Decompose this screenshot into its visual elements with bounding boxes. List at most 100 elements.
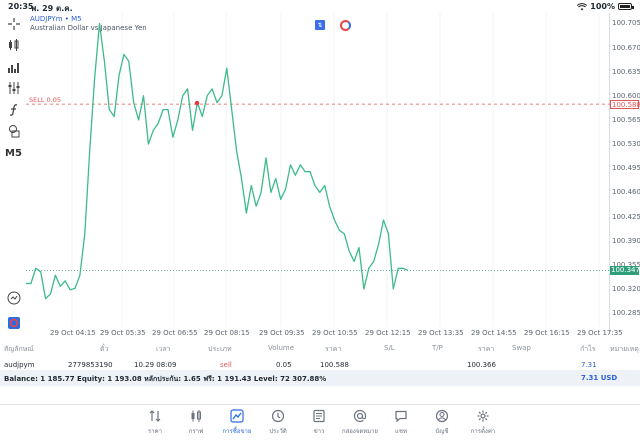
balance-summary: Balance: 1 185.77 Equity: 1 193.08 หลักป…: [4, 375, 327, 383]
nav-label: ข่าว: [313, 428, 325, 435]
nav-settings[interactable]: การตั้งค่า: [463, 409, 503, 436]
chart-icon: [191, 410, 201, 422]
price-axis: 100.705 100.670 100.635 100.600 100.565 100.5…: [610, 13, 640, 334]
nav-mailbox[interactable]: กล่องจดหมาย: [340, 409, 380, 436]
header-symbol[interactable]: สัญลักษณ์: [4, 345, 34, 353]
left-toolbar: M5: [0, 13, 26, 334]
chart-area[interactable]: SELL 0.05 AUDJPYm • M5 Australian Dollar…: [26, 13, 610, 334]
header-volume[interactable]: Volume: [268, 344, 295, 352]
table-header: สัญลักษณ์ ตั๋ว เวลา ประเภท Volume ราคา S…: [0, 340, 640, 357]
crosshair-icon[interactable]: [5, 16, 22, 32]
indicators-icon[interactable]: [5, 80, 22, 96]
function-icon[interactable]: [5, 102, 22, 118]
quick-sync-icon[interactable]: [340, 20, 351, 31]
nav-history[interactable]: ประวัติ: [258, 409, 298, 436]
header-current-price[interactable]: ราคา: [478, 345, 495, 353]
mailbox-icon: [353, 409, 367, 423]
sell-price-tag: 100.588: [610, 99, 640, 109]
price-tick-label: 100.355: [612, 260, 640, 269]
settings-icon: [477, 410, 489, 422]
header-tp[interactable]: T/P: [432, 344, 443, 352]
header-type[interactable]: ประเภท: [208, 345, 232, 353]
header-ticket[interactable]: ตั๋ว: [100, 345, 109, 353]
price-tick-label: 100.635: [612, 67, 640, 76]
time-tick-label: 29 Oct 17:35: [577, 329, 623, 337]
position-open-price: 100.588: [320, 361, 349, 369]
nav-label: แชท: [395, 428, 407, 435]
header-sl[interactable]: S/L: [384, 344, 395, 352]
nav-label: การซื้อขาย: [222, 428, 252, 435]
total-profit: 7.31 USD: [581, 374, 618, 382]
price-tick-label: 100.320: [612, 285, 640, 294]
nav-news[interactable]: ข่าว: [299, 409, 339, 436]
header-time[interactable]: เวลา: [156, 345, 171, 353]
price-tick-label: 100.285: [612, 309, 640, 318]
nav-label: กล่องจดหมาย: [341, 428, 379, 435]
trade-icon: [230, 409, 244, 423]
price-tick-label: 100.565: [612, 115, 640, 124]
position-volume: 0.05: [276, 361, 292, 369]
objects-icon[interactable]: [5, 123, 22, 139]
header-open-price[interactable]: ราคา: [325, 345, 342, 353]
header-comment[interactable]: หมายเหตุ: [610, 345, 639, 353]
position-current-price: 100.366: [467, 361, 496, 369]
news-icon: [313, 409, 325, 423]
time-tick-label: 29 Oct 13:35: [418, 329, 464, 337]
positions-table: สัญลักษณ์ ตั๋ว เวลา ประเภท Volume ราคา S…: [0, 340, 640, 374]
trade-entry-marker[interactable]: [194, 100, 200, 106]
status-date: พ. 29 ต.ค.: [31, 4, 73, 13]
status-time: 20:35: [8, 2, 34, 11]
time-axis: 29 Oct 04:15 29 Oct 05:35 29 Oct 06:55 29 O…: [26, 327, 623, 339]
account-summary: Balance: 1 185.77 Equity: 1 193.08 หลักป…: [0, 370, 640, 386]
status-right: 100%: [577, 2, 634, 11]
chart-type-icon[interactable]: [5, 37, 22, 53]
nav-chat[interactable]: แชท: [381, 409, 421, 436]
price-chart[interactable]: SELL 0.05: [26, 13, 610, 334]
bottom-navigation: ราคา กราฟ การซื้อขาย ประวัติ ข่าว กล่องจ…: [0, 404, 640, 447]
time-tick-label: 29 Oct 05:35: [100, 329, 146, 337]
time-tick-label: 29 Oct 10:55: [312, 329, 358, 337]
position-symbol: audjpym: [4, 361, 35, 369]
volume-bars-icon[interactable]: [5, 59, 22, 75]
price-tick-label: 100.425: [612, 212, 640, 221]
time-tick-label: 29 Oct 12:15: [365, 329, 411, 337]
position-profit: 7.31: [581, 361, 597, 369]
time-tick-label: 29 Oct 08:15: [204, 329, 250, 337]
one-click-trading-icon[interactable]: [5, 290, 22, 306]
wifi-icon: [577, 2, 588, 10]
price-tick-label: 100.600: [612, 91, 640, 100]
nav-account[interactable]: บัญชี: [422, 409, 462, 436]
status-bar: 20:35 พ. 29 ต.ค. 100%: [0, 0, 640, 13]
symbol-description: Australian Dollar vs Japanese Yen: [30, 24, 147, 32]
price-tick-label: 100.390: [612, 236, 640, 245]
nav-quotes[interactable]: ราคา: [135, 409, 175, 436]
nav-trade[interactable]: การซื้อขาย: [217, 409, 257, 436]
price-tick-label: 100.705: [612, 19, 640, 28]
price-line: [26, 22, 409, 300]
time-tick-label: 29 Oct 14:55: [471, 329, 517, 337]
price-tick-label: 100.530: [612, 140, 640, 149]
price-tick-label: 100.495: [612, 164, 640, 173]
time-tick-label: 29 Oct 06:55: [152, 329, 198, 337]
time-tick-label: 29 Oct 09:35: [259, 329, 305, 337]
time-tick-label: 29 Oct 04:15: [50, 329, 96, 337]
nav-label: บัญชี: [435, 428, 449, 435]
price-tick-label: 100.460: [612, 188, 640, 197]
trade-panel-icon[interactable]: [5, 315, 22, 331]
symbol-title: AUDJPYm • M5: [30, 15, 82, 23]
timeframe-button[interactable]: M5: [5, 147, 22, 159]
price-tick-label: 100.670: [612, 43, 640, 52]
header-swap[interactable]: Swap: [512, 344, 531, 352]
quick-trade-icon[interactable]: ⇅: [315, 20, 325, 30]
battery-percent: 100%: [590, 2, 615, 11]
bid-price-tag: 100.347: [610, 265, 640, 275]
nav-label: ราคา: [148, 428, 162, 435]
nav-chart[interactable]: กราฟ: [176, 409, 216, 436]
sell-level-label: SELL 0.05: [29, 96, 61, 104]
header-profit[interactable]: กำไร: [580, 345, 596, 353]
position-time: 10.29 08:09: [134, 361, 177, 369]
chat-icon: [395, 410, 407, 423]
position-type: sell: [220, 361, 232, 369]
position-ticket: 2779853190: [68, 361, 113, 369]
quotes-icon: [149, 410, 161, 422]
